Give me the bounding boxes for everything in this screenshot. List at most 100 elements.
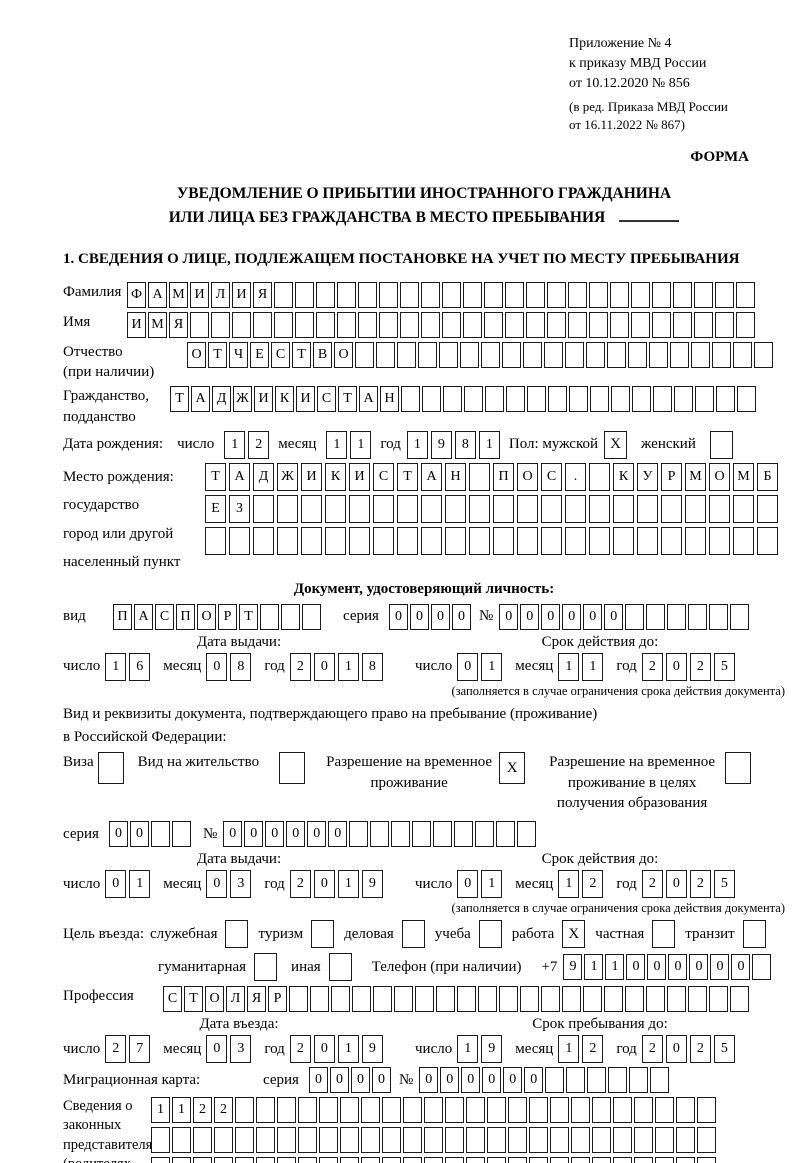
sex-female-checkbox[interactable]	[709, 430, 733, 459]
char-cell[interactable]	[337, 311, 356, 338]
char-cell[interactable]	[571, 1127, 590, 1154]
char-cell[interactable]: Т	[338, 386, 357, 413]
char-cell[interactable]	[400, 311, 419, 338]
char-cell[interactable]: 8	[361, 652, 383, 681]
char-cell[interactable]	[631, 311, 650, 338]
char-cell[interactable]	[587, 1067, 607, 1094]
purpose-other-checkbox[interactable]	[328, 953, 352, 982]
char-cell[interactable]	[301, 526, 322, 555]
purpose-work-checkbox[interactable]: X	[562, 920, 586, 949]
char-cell[interactable]	[547, 311, 566, 338]
char-cell[interactable]	[737, 386, 756, 413]
char-cell[interactable]	[361, 1127, 380, 1154]
char-cell[interactable]	[667, 603, 687, 630]
char-cell[interactable]	[610, 281, 629, 308]
char-cell[interactable]: О	[197, 603, 216, 630]
char-cell[interactable]: 6	[129, 652, 151, 681]
char-cell[interactable]	[634, 1097, 653, 1124]
char-cell[interactable]	[604, 986, 623, 1013]
char-cell[interactable]	[466, 1157, 485, 1163]
char-cell[interactable]: 0	[461, 1067, 481, 1094]
char-cell[interactable]	[592, 1097, 611, 1124]
char-cell[interactable]	[757, 526, 778, 555]
char-cell[interactable]: 9	[430, 430, 452, 459]
char-cell[interactable]	[349, 494, 370, 523]
char-cell[interactable]: 0	[689, 954, 709, 981]
char-cell[interactable]	[358, 311, 377, 338]
char-cell[interactable]	[550, 1157, 569, 1163]
char-cell[interactable]: 0	[482, 1067, 502, 1094]
char-cell[interactable]: У	[637, 462, 658, 491]
char-cell[interactable]: Т	[170, 386, 189, 413]
char-cell[interactable]	[608, 1067, 628, 1094]
char-cell[interactable]	[508, 1157, 527, 1163]
char-cell[interactable]: 0	[665, 652, 687, 681]
char-cell[interactable]	[730, 986, 749, 1013]
char-cell[interactable]	[235, 1097, 254, 1124]
char-cell[interactable]	[310, 986, 329, 1013]
char-cell[interactable]: И	[296, 386, 315, 413]
char-cell[interactable]	[712, 341, 731, 368]
purpose-private-checkbox[interactable]	[652, 920, 676, 949]
char-cell[interactable]	[685, 526, 706, 555]
char-cell[interactable]	[445, 1127, 464, 1154]
char-cell[interactable]: М	[169, 281, 188, 308]
char-cell[interactable]: 1	[337, 652, 359, 681]
char-cell[interactable]: С	[373, 462, 394, 491]
char-cell[interactable]: 0	[647, 954, 667, 981]
char-cell[interactable]: 1	[582, 652, 604, 681]
char-cell[interactable]	[403, 1157, 422, 1163]
char-cell[interactable]	[550, 1097, 569, 1124]
char-cell[interactable]	[548, 386, 567, 413]
char-cell[interactable]	[505, 311, 524, 338]
char-cell[interactable]: Е	[250, 341, 269, 368]
char-cell[interactable]	[445, 526, 466, 555]
char-cell[interactable]	[150, 821, 170, 848]
char-cell[interactable]	[256, 1157, 275, 1163]
char-cell[interactable]	[443, 386, 462, 413]
char-cell[interactable]	[289, 986, 308, 1013]
char-cell[interactable]	[517, 494, 538, 523]
char-cell[interactable]	[253, 311, 272, 338]
char-cell[interactable]: 0	[244, 821, 264, 848]
char-cell[interactable]	[527, 386, 546, 413]
char-cell[interactable]	[611, 386, 630, 413]
char-cell[interactable]: К	[613, 462, 634, 491]
char-cell[interactable]	[652, 281, 671, 308]
char-cell[interactable]: К	[325, 462, 346, 491]
char-cell[interactable]	[433, 821, 453, 848]
char-cell[interactable]: 0	[409, 603, 429, 630]
char-cell[interactable]	[253, 494, 274, 523]
char-cell[interactable]: Т	[397, 462, 418, 491]
char-cell[interactable]	[541, 494, 562, 523]
char-cell[interactable]	[481, 341, 500, 368]
char-cell[interactable]: 0	[520, 603, 540, 630]
char-cell[interactable]: 2	[689, 1035, 711, 1064]
char-cell[interactable]	[526, 311, 545, 338]
char-cell[interactable]: И	[190, 281, 209, 308]
char-cell[interactable]: Р	[218, 603, 237, 630]
char-cell[interactable]	[424, 1127, 443, 1154]
char-cell[interactable]	[628, 341, 647, 368]
char-cell[interactable]	[676, 1157, 695, 1163]
char-cell[interactable]	[589, 526, 610, 555]
char-cell[interactable]: И	[254, 386, 273, 413]
char-cell[interactable]	[485, 386, 504, 413]
char-cell[interactable]: 2	[105, 1035, 127, 1064]
char-cell[interactable]: И	[232, 281, 251, 308]
char-cell[interactable]	[631, 281, 650, 308]
char-cell[interactable]	[493, 526, 514, 555]
char-cell[interactable]	[403, 1127, 422, 1154]
char-cell[interactable]	[655, 1097, 674, 1124]
char-cell[interactable]: Т	[184, 986, 203, 1013]
char-cell[interactable]	[418, 341, 437, 368]
char-cell[interactable]: 2	[289, 652, 311, 681]
char-cell[interactable]: 1	[584, 954, 604, 981]
char-cell[interactable]	[319, 1097, 338, 1124]
purpose-humanitarian-checkbox[interactable]	[254, 953, 278, 982]
char-cell[interactable]: М	[733, 462, 754, 491]
char-cell[interactable]	[274, 281, 293, 308]
char-cell[interactable]	[493, 494, 514, 523]
char-cell[interactable]	[401, 386, 420, 413]
char-cell[interactable]: О	[205, 986, 224, 1013]
